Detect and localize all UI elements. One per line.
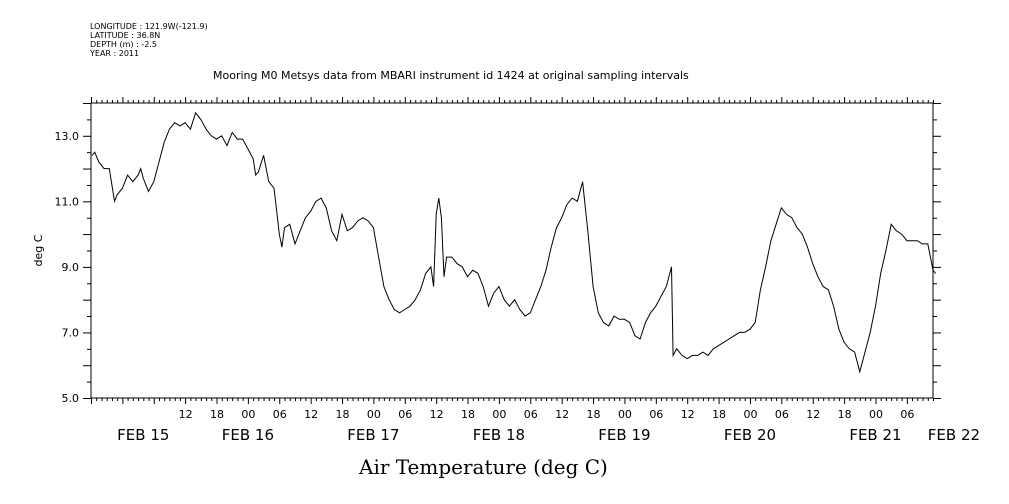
x-hour-label: 00	[869, 408, 883, 421]
y-axis-label: deg C	[32, 234, 45, 266]
y-tick-label: 7.0	[62, 326, 80, 339]
x-date-label: FEB 17	[347, 426, 399, 444]
x-hour-label: 18	[838, 408, 852, 421]
y-tick-label: 5.0	[62, 392, 80, 405]
x-hour-label: 00	[618, 408, 632, 421]
latitude-label: LATITUDE : 36.8N	[90, 31, 161, 40]
x-hour-label: 12	[304, 408, 318, 421]
x-date-label: FEB 22	[928, 426, 980, 444]
x-hour-label: 18	[587, 408, 601, 421]
x-hour-label: 12	[806, 408, 820, 421]
y-tick-label: 13.0	[55, 130, 80, 143]
x-date-label: FEB 15	[117, 426, 169, 444]
x-hour-label: 00	[241, 408, 255, 421]
longitude-label: LONGITUDE : 121.9W(-121.9)	[90, 22, 208, 31]
x-date-label: FEB 20	[724, 426, 776, 444]
x-hour-label: 00	[492, 408, 506, 421]
x-hour-label: 18	[461, 408, 475, 421]
x-hour-label: 00	[743, 408, 757, 421]
x-hour-label: 18	[336, 408, 350, 421]
x-hour-label: 06	[524, 408, 538, 421]
plot-frame	[90, 102, 934, 399]
x-hour-label: 12	[430, 408, 444, 421]
x-hour-label: 06	[649, 408, 663, 421]
metadata-block: LONGITUDE : 121.9W(-121.9) LATITUDE : 36…	[90, 22, 208, 58]
x-date-label: FEB 21	[849, 426, 901, 444]
x-hour-label: 06	[398, 408, 412, 421]
x-hour-label: 00	[367, 408, 381, 421]
x-hour-label: 12	[179, 408, 193, 421]
temperature-series-line	[91, 111, 936, 374]
x-hour-label: 06	[775, 408, 789, 421]
x-hour-label: 12	[681, 408, 695, 421]
year-label: YEAR : 2011	[90, 49, 140, 58]
x-hour-label: 06	[900, 408, 914, 421]
y-tick-label: 11.0	[55, 195, 80, 208]
x-date-label: FEB 18	[473, 426, 525, 444]
x-hour-label: 18	[712, 408, 726, 421]
y-tick-label: 9.0	[62, 261, 80, 274]
x-axis-title: Air Temperature (deg C)	[359, 455, 608, 479]
chart-title: Mooring M0 Metsys data from MBARI instru…	[213, 69, 689, 82]
x-date-label: FEB 19	[598, 426, 650, 444]
depth-label: DEPTH (m) : -2.5	[90, 40, 157, 49]
x-hour-label: 18	[210, 408, 224, 421]
x-hour-label: 12	[555, 408, 569, 421]
x-hour-label: 06	[273, 408, 287, 421]
x-date-label: FEB 16	[222, 426, 274, 444]
